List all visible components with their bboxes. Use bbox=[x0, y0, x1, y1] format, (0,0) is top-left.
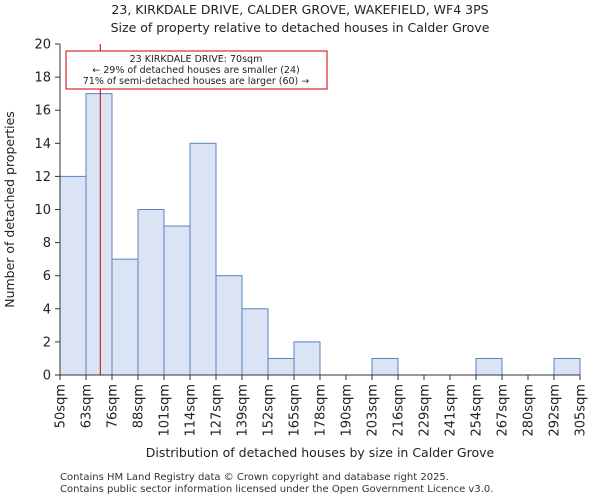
chart-subtitle: Size of property relative to detached ho… bbox=[110, 20, 490, 35]
bar-101sqm bbox=[163, 225, 191, 376]
x-tick-label: 241sqm bbox=[444, 384, 459, 437]
annotation-line-1: 23 KIRKDALE DRIVE: 70sqm bbox=[130, 54, 263, 65]
y-axis-label: Number of detached properties bbox=[2, 111, 17, 308]
x-tick-label: 305sqm bbox=[574, 384, 589, 437]
x-tick-label: 88sqm bbox=[132, 384, 147, 428]
x-tick-label: 267sqm bbox=[496, 384, 511, 437]
bar-88sqm bbox=[137, 209, 165, 376]
x-axis-ticks: 50sqm 63sqm 76sqm 88sqm 101sqm 114sqm 127sqm 13… bbox=[54, 375, 589, 437]
histogram-chart: 0 2 4 6 8 10 12 14 16 18 20 50sqm 63sqm 76sqm 88sqm 10… bbox=[2, 38, 589, 461]
x-tick-label: 292sqm bbox=[548, 384, 563, 437]
annotation-line-2: ← 29% of detached houses are smaller (24… bbox=[92, 65, 299, 76]
x-tick-label: 190sqm bbox=[340, 384, 355, 437]
bar-139sqm bbox=[241, 308, 269, 376]
x-tick-label: 254sqm bbox=[470, 384, 485, 437]
bar-152sqm bbox=[267, 357, 295, 376]
y-tick-label: 8 bbox=[43, 236, 51, 251]
x-tick-label: 178sqm bbox=[314, 384, 329, 437]
x-tick-label: 152sqm bbox=[262, 384, 277, 437]
x-tick-label: 216sqm bbox=[392, 384, 407, 437]
y-tick-label: 10 bbox=[34, 203, 51, 218]
footer-line-2: Contains public sector information licen… bbox=[60, 484, 494, 495]
bar-76sqm bbox=[111, 258, 139, 376]
bars-group bbox=[59, 93, 581, 376]
y-tick-label: 12 bbox=[34, 170, 51, 185]
y-tick-label: 18 bbox=[34, 71, 51, 86]
x-tick-label: 203sqm bbox=[366, 384, 381, 437]
bar-165sqm bbox=[293, 341, 321, 376]
x-tick-label: 127sqm bbox=[210, 384, 225, 437]
x-axis-label: Distribution of detached houses by size … bbox=[146, 445, 495, 460]
y-tick-label: 0 bbox=[43, 369, 51, 384]
bar-127sqm bbox=[215, 275, 243, 376]
x-tick-label: 101sqm bbox=[158, 384, 173, 437]
x-tick-label: 139sqm bbox=[236, 384, 251, 437]
bar-254sqm bbox=[475, 357, 503, 376]
y-tick-label: 4 bbox=[43, 302, 51, 317]
y-tick-label: 16 bbox=[34, 104, 51, 119]
chart-title: 23, KIRKDALE DRIVE, CALDER GROVE, WAKEFI… bbox=[111, 2, 489, 17]
bar-203sqm bbox=[371, 357, 399, 376]
x-tick-label: 280sqm bbox=[522, 384, 537, 437]
y-axis-ticks: 0 2 4 6 8 10 12 14 16 18 20 bbox=[34, 38, 60, 384]
y-tick-label: 20 bbox=[34, 38, 51, 53]
x-tick-label: 50sqm bbox=[54, 384, 69, 428]
bar-292sqm bbox=[553, 357, 581, 376]
x-tick-label: 76sqm bbox=[106, 384, 121, 428]
bar-50sqm bbox=[59, 175, 87, 376]
y-tick-label: 6 bbox=[43, 269, 51, 284]
x-tick-label: 229sqm bbox=[418, 384, 433, 437]
bar-63sqm bbox=[85, 93, 113, 376]
annotation-line-3: 71% of semi-detached houses are larger (… bbox=[83, 76, 310, 87]
x-tick-label: 165sqm bbox=[288, 384, 303, 437]
x-tick-label: 114sqm bbox=[184, 384, 199, 437]
bar-114sqm bbox=[189, 142, 217, 376]
x-tick-label: 63sqm bbox=[80, 384, 95, 428]
y-tick-label: 14 bbox=[34, 137, 51, 152]
y-tick-label: 2 bbox=[43, 335, 51, 350]
annotation-box: 23 KIRKDALE DRIVE: 70sqm ← 29% of detach… bbox=[65, 50, 328, 90]
footer-line-1: Contains HM Land Registry data © Crown c… bbox=[60, 472, 449, 483]
